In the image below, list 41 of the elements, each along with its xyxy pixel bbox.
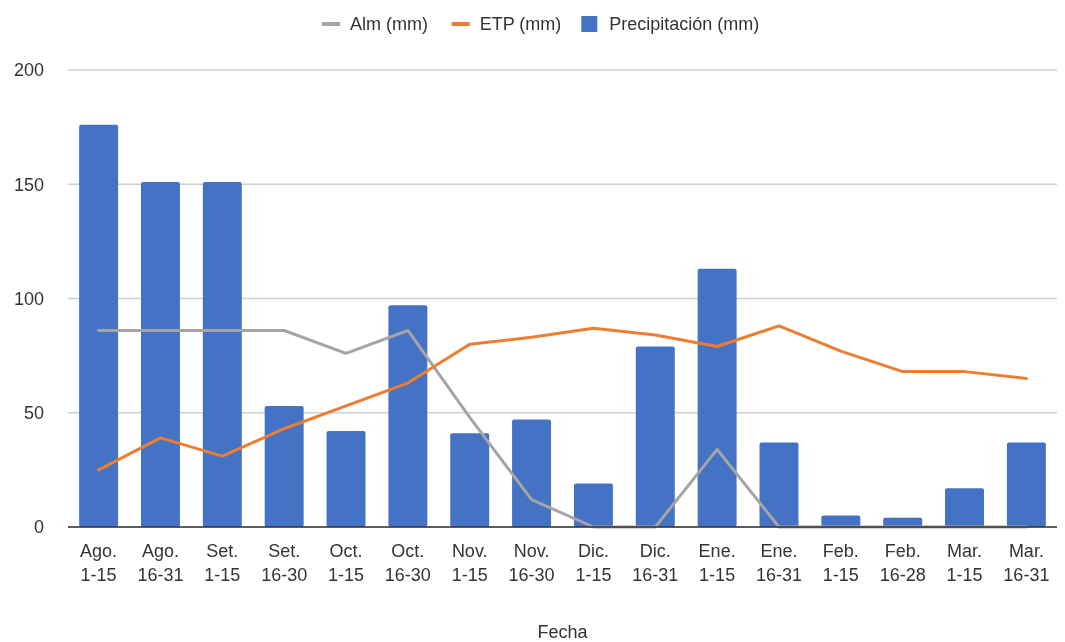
x-tick-label: Mar. 1-15 — [946, 541, 983, 585]
x-tick-label: Oct. 1-15 — [328, 541, 365, 585]
x-tick-label: Ago. 16-31 — [137, 541, 184, 585]
bar — [697, 268, 737, 527]
bar — [140, 181, 180, 527]
y-tick-label: 0 — [33, 517, 44, 538]
x-tick-label: Dic. 1-15 — [575, 541, 612, 585]
x-tick-label: Dic. 16-31 — [632, 541, 679, 585]
legend-label: Precipitación (mm) — [609, 14, 760, 35]
bar — [945, 488, 985, 527]
x-tick-label: Set. 1-15 — [204, 541, 241, 585]
y-tick-label: 100 — [13, 288, 44, 309]
legend-label: Alm (mm) — [350, 14, 429, 35]
bar — [450, 433, 490, 527]
bar — [635, 346, 675, 527]
x-tick-label: Ago. 1-15 — [80, 541, 118, 585]
bar — [573, 483, 613, 527]
line-series — [97, 328, 1028, 529]
bar — [202, 181, 242, 527]
x-tick-label: Mar. 16-31 — [1003, 541, 1050, 585]
y-tick-label: 200 — [13, 60, 44, 81]
x-tick-label: Nov. 16-30 — [508, 541, 555, 585]
x-tick-label: Nov. 1-15 — [451, 541, 488, 585]
bar — [79, 124, 119, 527]
x-tick-label: Feb. 16-28 — [879, 541, 926, 585]
bar — [388, 305, 428, 527]
x-tick-label: Oct. 16-30 — [384, 541, 431, 585]
x-tick-label: Set. 16-30 — [261, 541, 308, 585]
legend-label: ETP (mm) — [479, 14, 562, 35]
bar — [1006, 442, 1046, 527]
y-tick-label: 150 — [13, 174, 44, 195]
bar — [264, 405, 304, 527]
bar — [759, 442, 799, 527]
bar — [326, 431, 366, 527]
bar — [512, 419, 552, 527]
line-series — [97, 324, 1028, 472]
x-tick-label: Ene. 16-31 — [755, 541, 802, 585]
x-axis-title: Fecha — [537, 622, 589, 642]
x-tick-label: Feb. 1-15 — [822, 541, 859, 585]
x-tick-label: Ene. 1-15 — [698, 541, 736, 585]
y-tick-label: 50 — [23, 403, 44, 424]
